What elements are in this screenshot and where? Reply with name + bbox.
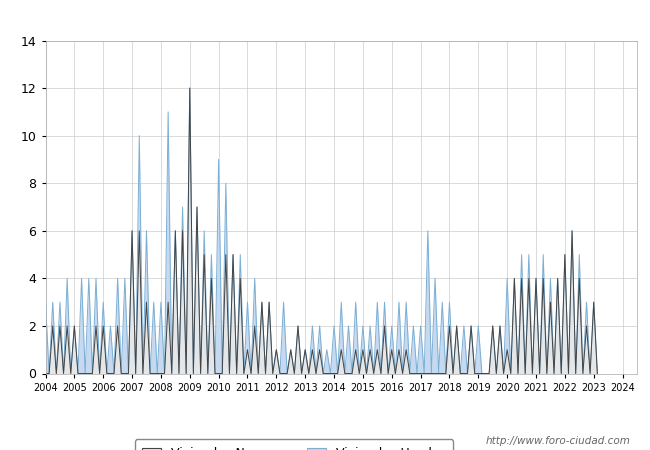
Text: http://www.foro-ciudad.com: http://www.foro-ciudad.com — [486, 436, 630, 446]
Text: Peguerinos - Evolucion del Nº de Transacciones Inmobiliarias: Peguerinos - Evolucion del Nº de Transac… — [102, 10, 548, 26]
Legend: Viviendas Nuevas, Viviendas Usadas: Viviendas Nuevas, Viviendas Usadas — [135, 439, 453, 450]
